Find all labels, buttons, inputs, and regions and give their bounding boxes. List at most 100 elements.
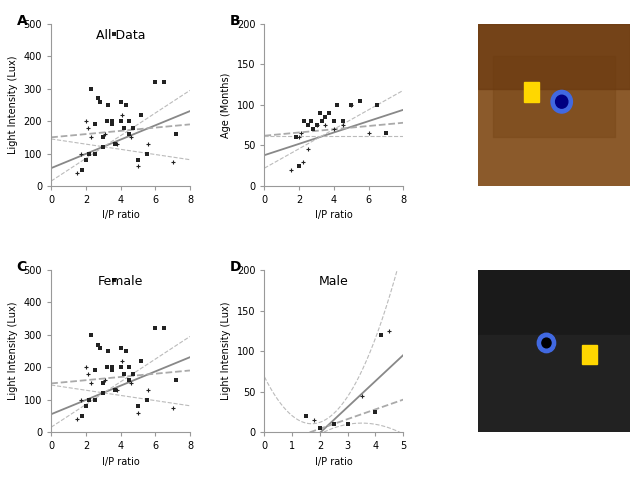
- Point: [294, 162, 304, 169]
- Point: [301, 412, 311, 420]
- Point: [98, 380, 108, 387]
- Point: [303, 121, 313, 129]
- X-axis label: I/P ratio: I/P ratio: [102, 456, 140, 467]
- Point: [124, 376, 134, 384]
- Point: [76, 150, 86, 157]
- Point: [381, 130, 391, 137]
- Point: [110, 386, 120, 394]
- Point: [90, 396, 100, 404]
- Point: [117, 357, 127, 365]
- Point: [84, 150, 95, 157]
- Point: [127, 370, 138, 378]
- Point: [320, 113, 330, 121]
- Point: [98, 389, 108, 397]
- Point: [103, 347, 113, 355]
- Point: [356, 392, 367, 399]
- Point: [294, 133, 304, 141]
- Point: [150, 324, 161, 332]
- Point: [337, 121, 348, 129]
- Bar: [524, 82, 539, 102]
- Point: [81, 117, 91, 125]
- Point: [77, 166, 88, 174]
- Point: [76, 396, 86, 404]
- Point: [84, 396, 95, 404]
- Point: [98, 133, 108, 141]
- Point: [115, 344, 125, 352]
- Point: [168, 404, 178, 411]
- Point: [329, 125, 339, 133]
- Point: [309, 416, 319, 424]
- Point: [141, 150, 152, 157]
- Point: [127, 124, 138, 132]
- Point: [115, 117, 125, 125]
- Point: [107, 117, 117, 125]
- Circle shape: [538, 333, 556, 353]
- Point: [81, 402, 91, 410]
- Point: [124, 130, 134, 138]
- Y-axis label: Light Intensity (Lux): Light Intensity (Lux): [8, 302, 18, 400]
- Point: [126, 133, 136, 141]
- Point: [329, 420, 339, 428]
- Point: [329, 117, 339, 125]
- Point: [171, 130, 181, 138]
- Point: [112, 140, 122, 148]
- Point: [86, 85, 96, 93]
- Point: [107, 367, 117, 374]
- Point: [285, 166, 296, 174]
- Point: [119, 370, 129, 378]
- Point: [102, 363, 112, 371]
- Point: [112, 386, 122, 394]
- Point: [83, 370, 93, 378]
- Point: [90, 150, 100, 157]
- Y-axis label: Age (Months): Age (Months): [221, 72, 232, 138]
- Point: [132, 402, 143, 410]
- Point: [315, 424, 325, 432]
- Point: [109, 276, 119, 284]
- Point: [312, 121, 322, 129]
- Circle shape: [556, 95, 568, 108]
- Point: [159, 78, 169, 86]
- Text: D: D: [230, 260, 241, 275]
- Point: [83, 124, 93, 132]
- Point: [136, 111, 147, 119]
- Point: [132, 156, 143, 164]
- Point: [132, 409, 143, 417]
- Point: [95, 344, 105, 352]
- Point: [126, 380, 136, 387]
- Point: [109, 30, 119, 37]
- Point: [317, 117, 327, 125]
- Point: [86, 133, 96, 141]
- Text: C: C: [17, 260, 27, 275]
- Point: [98, 143, 108, 151]
- Point: [346, 101, 356, 109]
- Point: [342, 420, 353, 428]
- Point: [93, 341, 103, 348]
- Point: [121, 347, 131, 355]
- Point: [100, 130, 110, 138]
- Point: [117, 111, 127, 119]
- X-axis label: I/P ratio: I/P ratio: [102, 211, 140, 220]
- Point: [103, 101, 113, 109]
- Y-axis label: Light Intensity (Lux): Light Intensity (Lux): [8, 56, 18, 154]
- Point: [303, 145, 313, 153]
- Text: B: B: [230, 14, 241, 28]
- Point: [306, 117, 316, 125]
- Point: [93, 95, 103, 102]
- Circle shape: [542, 338, 551, 348]
- Point: [332, 101, 342, 109]
- Point: [121, 101, 131, 109]
- Point: [143, 140, 154, 148]
- Point: [81, 363, 91, 371]
- Point: [107, 120, 117, 128]
- Point: [107, 363, 117, 371]
- Point: [291, 133, 301, 141]
- Point: [86, 331, 96, 339]
- Point: [171, 376, 181, 384]
- Point: [77, 412, 88, 420]
- Point: [384, 327, 394, 335]
- Circle shape: [551, 90, 572, 113]
- Point: [168, 158, 178, 166]
- Point: [115, 363, 125, 371]
- Text: Female: Female: [98, 275, 143, 288]
- Point: [72, 415, 83, 423]
